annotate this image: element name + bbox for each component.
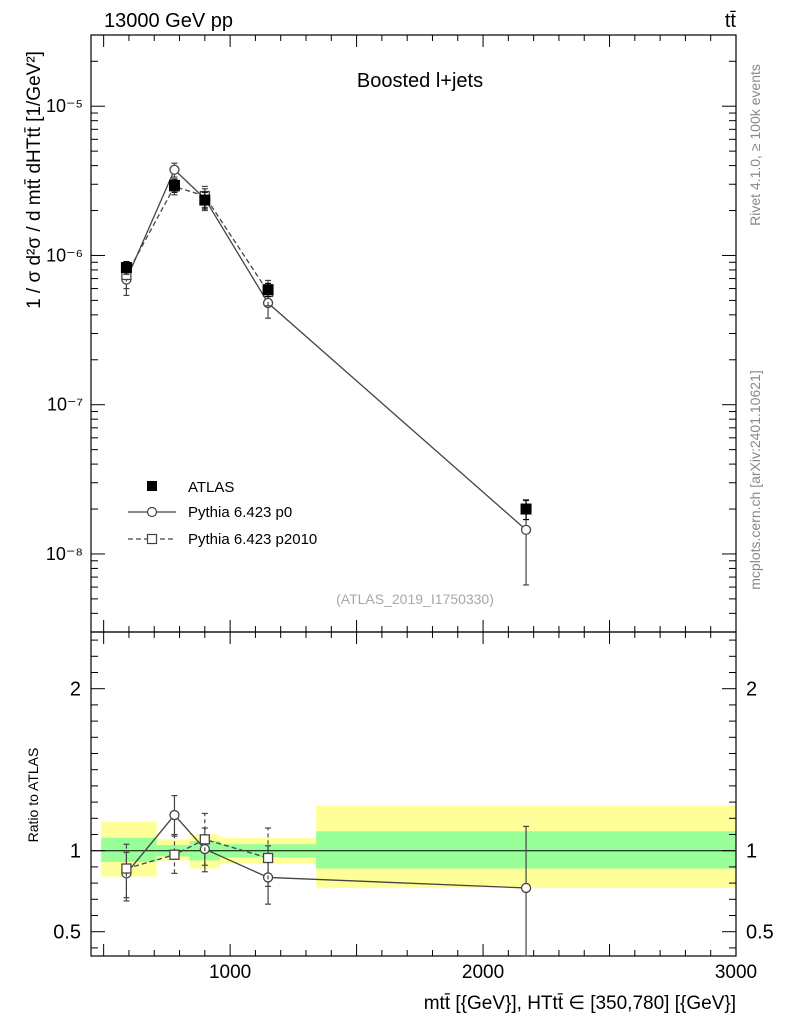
ratio-y-tick-label-right: 2 xyxy=(746,679,757,701)
data-point-p2010 xyxy=(199,834,210,845)
data-point-p0 xyxy=(520,882,532,894)
data-point-atlas xyxy=(199,194,211,206)
data-point-p2010 xyxy=(262,852,274,864)
x-tick-label: 1000 xyxy=(209,962,251,983)
analysis-id: (ATLAS_2019_I1750330) xyxy=(336,591,494,607)
data-point-p2010 xyxy=(169,849,180,860)
ratio-y-tick-label: 0.5 xyxy=(53,922,81,944)
legend-p2010-marker xyxy=(146,533,158,545)
data-point-p0 xyxy=(169,164,180,175)
data-point-atlas xyxy=(262,284,274,296)
y-tick-label: 10⁻⁵ xyxy=(46,96,83,116)
series-line xyxy=(125,185,269,293)
ratio-y-tick-label-right: 1 xyxy=(746,841,757,863)
legend-p0-label: Pythia 6.423 p0 xyxy=(188,504,292,521)
x-tick-label: 3000 xyxy=(715,962,757,983)
y-tick-label: 10⁻⁶ xyxy=(46,245,83,265)
y-tick-label: 10⁻⁷ xyxy=(47,395,83,415)
ratio-plot-layer: 1000 2000 3000 2 2 1 1 0.5 0.5 xyxy=(53,35,774,983)
data-point-atlas xyxy=(520,503,532,515)
legend-atlas-marker xyxy=(147,481,157,491)
ratio-y-tick-label: 1 xyxy=(70,841,81,863)
main-y-axis-label: 1 / σ d²σ / d mtt̄ dHTtt̄ [1/GeV²] xyxy=(24,51,45,309)
y-tick-label: 10⁻⁸ xyxy=(46,544,83,564)
data-point-p2010 xyxy=(121,863,132,874)
ratio-plot-frame xyxy=(90,631,737,957)
data-point-atlas xyxy=(120,262,132,274)
ratio-band-inner xyxy=(101,837,157,863)
legend-atlas-label: ATLAS xyxy=(188,479,234,496)
energy-label: 13000 GeV pp xyxy=(104,10,233,32)
legend-p0-marker xyxy=(146,506,158,518)
rivet-version-text: Rivet 4.1.0, ≥ 100k events xyxy=(747,64,763,226)
ratio-y-axis-label: Ratio to ATLAS xyxy=(25,748,41,843)
series-line xyxy=(125,168,527,531)
series-line xyxy=(126,838,269,870)
x-tick-label: 2000 xyxy=(462,962,504,983)
data-point-atlas xyxy=(168,179,180,191)
ratio-y-tick-label-right: 0.5 xyxy=(746,922,774,944)
source-text: mcplots.cern.ch [arXiv:2401.10621] xyxy=(747,370,763,589)
legend-p2010-label: Pythia 6.423 p2010 xyxy=(188,531,317,548)
legend: ATLAS Pythia 6.423 p0 Pythia 6.423 p2010 xyxy=(128,479,317,548)
data-point-p0 xyxy=(520,524,532,536)
plot-title: Boosted l+jets xyxy=(357,70,483,92)
x-axis-label: mtt̄ [{GeV}], HTtt̄ ∈ [350,780] [{GeV}] xyxy=(424,993,736,1014)
data-point-p0 xyxy=(169,809,180,821)
ratio-y-tick-label: 2 xyxy=(70,679,81,701)
process-label: tt̄ xyxy=(725,10,737,32)
